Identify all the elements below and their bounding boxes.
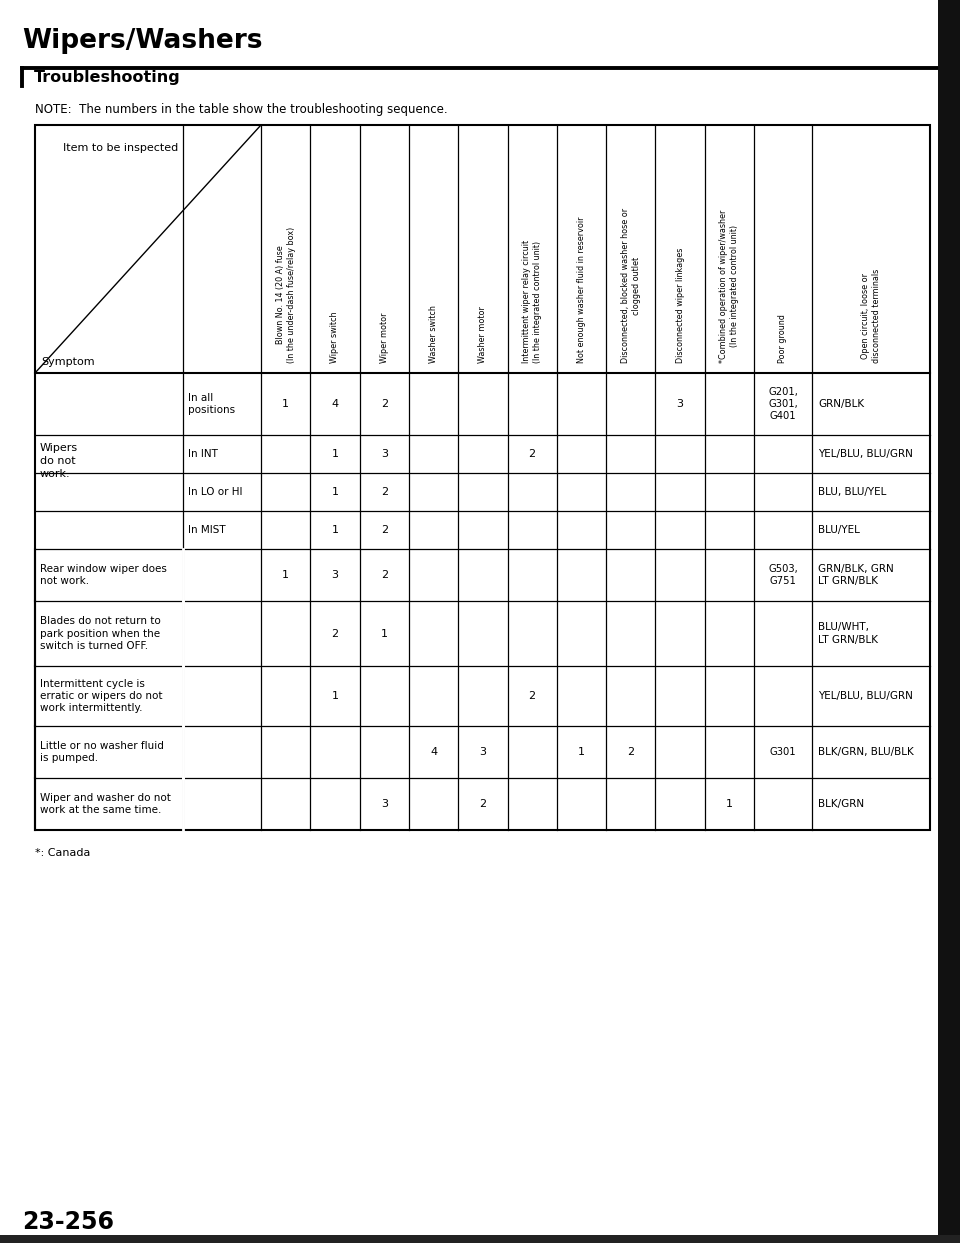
Text: 2: 2 (529, 691, 536, 701)
Bar (938, 0, 960, 1243)
Text: 4: 4 (430, 747, 437, 757)
Text: *: Canada: *: Canada (35, 848, 90, 858)
Text: 1: 1 (282, 571, 289, 580)
Text: 3: 3 (677, 399, 684, 409)
Text: In LO or HI: In LO or HI (188, 487, 243, 497)
Text: 2: 2 (529, 449, 536, 459)
Text: 2: 2 (331, 629, 339, 639)
Text: 2: 2 (381, 487, 388, 497)
Bar (0, 1236, 960, 1243)
Text: Open circuit, loose or
disconnected terminals: Open circuit, loose or disconnected term… (861, 268, 881, 363)
Text: 2: 2 (381, 399, 388, 409)
Text: YEL/BLU, BLU/GRN: YEL/BLU, BLU/GRN (818, 449, 913, 459)
Text: Wipers
do not
work.: Wipers do not work. (40, 444, 78, 479)
Text: Intermittent cycle is
erratic or wipers do not
work intermittently.: Intermittent cycle is erratic or wipers … (40, 679, 162, 713)
Text: NOTE:  The numbers in the table show the troubleshooting sequence.: NOTE: The numbers in the table show the … (35, 103, 447, 116)
Text: 1: 1 (578, 747, 585, 757)
Text: Rear window wiper does
not work.: Rear window wiper does not work. (40, 564, 167, 587)
Text: Disconnected wiper linkages: Disconnected wiper linkages (676, 247, 684, 363)
Text: 1: 1 (381, 629, 388, 639)
Text: In MIST: In MIST (188, 525, 226, 534)
Text: Symptom: Symptom (41, 357, 95, 367)
Text: Poor ground: Poor ground (779, 314, 787, 363)
Text: *Combined operation of wiper/washer
(In the integrated control unit): *Combined operation of wiper/washer (In … (719, 210, 739, 363)
Text: Wipers/Washers: Wipers/Washers (22, 29, 262, 53)
Text: 4: 4 (331, 399, 339, 409)
Text: 2: 2 (381, 571, 388, 580)
Text: BLU, BLU/YEL: BLU, BLU/YEL (818, 487, 886, 497)
Text: G503,
G751: G503, G751 (768, 564, 798, 587)
Text: Wiper and washer do not
work at the same time.: Wiper and washer do not work at the same… (40, 793, 171, 815)
Text: BLU/YEL: BLU/YEL (818, 525, 860, 534)
Text: carmanualsonline.info: carmanualsonline.info (746, 1236, 870, 1243)
Text: Troubleshooting: Troubleshooting (34, 70, 180, 85)
Text: Little or no washer fluid
is pumped.: Little or no washer fluid is pumped. (40, 741, 164, 763)
Text: In INT: In INT (188, 449, 218, 459)
Text: GRN/BLK, GRN
LT GRN/BLK: GRN/BLK, GRN LT GRN/BLK (818, 564, 894, 587)
Text: GRN/BLK: GRN/BLK (818, 399, 864, 409)
Text: BLK/GRN: BLK/GRN (818, 799, 864, 809)
Text: 2: 2 (381, 525, 388, 534)
Text: Blades do not return to
park position when the
switch is turned OFF.: Blades do not return to park position wh… (40, 617, 160, 651)
Text: In all
positions: In all positions (188, 393, 235, 415)
Text: 1: 1 (331, 691, 339, 701)
Text: Not enough washer fluid in reservoir: Not enough washer fluid in reservoir (577, 216, 586, 363)
Text: Wiper switch: Wiper switch (330, 312, 340, 363)
Text: Intermittent wiper relay circuit
(In the integrated control unit): Intermittent wiper relay circuit (In the… (522, 240, 542, 363)
Text: Disconnected, blocked washer hose or
clogged outlet: Disconnected, blocked washer hose or clo… (621, 208, 640, 363)
Text: BLU/WHT,
LT GRN/BLK: BLU/WHT, LT GRN/BLK (818, 623, 878, 645)
Text: G301: G301 (770, 747, 796, 757)
Text: YEL/BLU, BLU/GRN: YEL/BLU, BLU/GRN (818, 691, 913, 701)
Text: 3: 3 (381, 449, 388, 459)
Text: Blown No. 14 (20 A) fuse
(In the under-dash fuse/relay box): Blown No. 14 (20 A) fuse (In the under-d… (276, 226, 296, 363)
Text: Washer motor: Washer motor (478, 306, 488, 363)
Text: 1: 1 (331, 525, 339, 534)
Text: 23-256: 23-256 (22, 1209, 114, 1234)
Text: 1: 1 (282, 399, 289, 409)
Text: Item to be inspected: Item to be inspected (63, 143, 179, 153)
Bar (35, 126, 930, 830)
Text: 3: 3 (381, 799, 388, 809)
Text: 2: 2 (479, 799, 487, 809)
Text: 3: 3 (479, 747, 487, 757)
Text: 1: 1 (331, 487, 339, 497)
Text: BLK/GRN, BLU/BLK: BLK/GRN, BLU/BLK (818, 747, 914, 757)
Text: G201,
G301,
G401: G201, G301, G401 (768, 387, 798, 421)
Text: 3: 3 (331, 571, 339, 580)
Text: Wiper motor: Wiper motor (380, 312, 389, 363)
Text: 2: 2 (627, 747, 635, 757)
Text: Washer switch: Washer switch (429, 305, 438, 363)
Text: 1: 1 (331, 449, 339, 459)
Text: 1: 1 (726, 799, 732, 809)
